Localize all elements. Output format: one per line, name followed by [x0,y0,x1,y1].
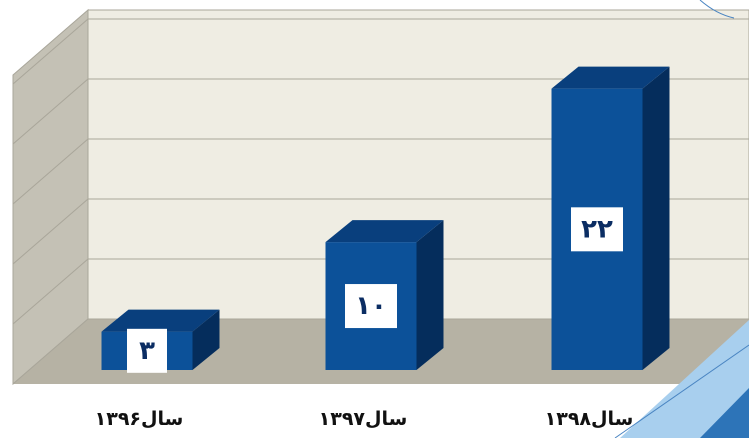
gridline-side [12,138,89,205]
corner-stripe-dark [700,388,749,438]
x-tick-label: سال۱۳۹۷ [319,408,408,430]
gridline-side [12,18,89,85]
bar-top-face [551,66,670,89]
gridline-side [12,198,89,265]
gridline-side [12,318,89,385]
data-label-text: ۳ [139,336,155,366]
data-label: ۳ [127,328,167,373]
corner-line [614,344,749,438]
side-wall [12,8,89,386]
corner-stripe-light [620,320,749,438]
bar-1: ۳ [101,309,220,373]
bar-2: ۱۰ [325,220,444,370]
bar-side-face [416,220,444,370]
data-label-box [127,328,167,373]
x-tick-label: سال۱۳۹۶ [95,408,184,430]
gridline-side [12,258,89,325]
bar-top-face [325,220,444,243]
slide-decoration [614,0,749,438]
bar-3: ۲۲ [551,66,670,370]
gridline-side [12,78,89,145]
data-label-text: ۲۲ [581,214,613,244]
top-corner-arc [699,0,735,19]
data-label-box [345,284,397,329]
bar-side-face [192,309,220,370]
data-label: ۲۲ [571,207,623,252]
data-label: ۱۰ [345,284,397,329]
data-label-box [571,207,623,252]
bar-series: ۳ ۱۰ ۲۲ [101,66,670,373]
bar-side-face [642,66,670,370]
data-label-text: ۱۰ [355,291,387,321]
bar-top-face [101,309,220,332]
x-axis-tick-labels: سال۱۳۹۶ سال۱۳۹۷ سال۱۳۹۸ [95,408,634,430]
x-tick-label: سال۱۳۹۸ [545,408,634,430]
